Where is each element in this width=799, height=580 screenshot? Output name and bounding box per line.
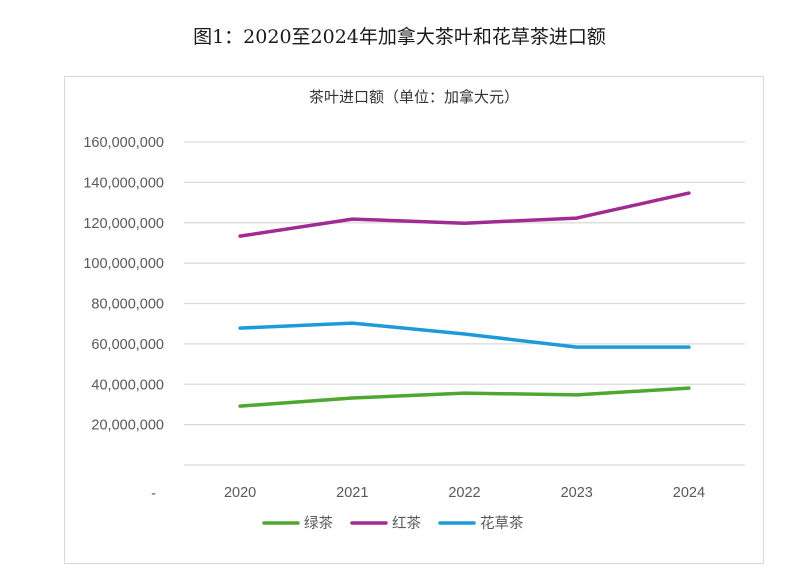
y-tick-label: 80,000,000 bbox=[91, 297, 164, 313]
y-tick-label: 20,000,000 bbox=[91, 418, 164, 434]
chart-frame bbox=[64, 76, 764, 564]
x-tick-label: 2022 bbox=[448, 485, 480, 501]
series-line-1 bbox=[238, 386, 691, 408]
y-tick-label: 40,000,000 bbox=[91, 377, 164, 393]
x-tick-label: 2020 bbox=[224, 485, 256, 501]
legend-label: 花草茶 bbox=[480, 515, 524, 532]
y-tick-label: 60,000,000 bbox=[91, 337, 164, 353]
legend-label: 红茶 bbox=[392, 515, 421, 532]
x-axis-ticks: 2020 2021 2022 2023 2024 bbox=[224, 485, 705, 501]
series-lines bbox=[238, 191, 691, 408]
y-tick-label: 140,000,000 bbox=[83, 175, 164, 191]
y-tick-label: - bbox=[151, 486, 156, 502]
y-axis-ticks: - 20,000,000 40,000,000 60,000,000 80,000,00… bbox=[83, 135, 164, 502]
legend: 绿茶 红茶 花草茶 bbox=[262, 515, 524, 532]
figure-title: 图1：2020至2024年加拿大茶叶和花草茶进口额 bbox=[193, 26, 606, 48]
chart-title: 茶叶进口额（单位：加拿大元） bbox=[309, 88, 519, 106]
x-tick-label: 2023 bbox=[561, 485, 593, 501]
gridlines bbox=[184, 141, 745, 466]
y-tick-label: 120,000,000 bbox=[83, 216, 164, 232]
y-tick-label: 160,000,000 bbox=[83, 135, 164, 151]
x-tick-label: 2021 bbox=[336, 485, 368, 501]
y-tick-label: 100,000,000 bbox=[83, 256, 164, 272]
x-tick-label: 2024 bbox=[673, 485, 705, 501]
legend-label: 绿茶 bbox=[304, 515, 333, 532]
series-line-2 bbox=[238, 191, 691, 238]
